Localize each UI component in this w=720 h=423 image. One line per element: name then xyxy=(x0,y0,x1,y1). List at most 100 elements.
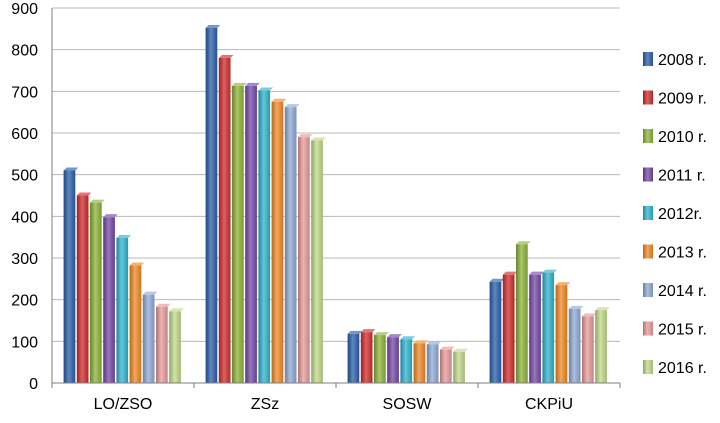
y-tick-label: 0 xyxy=(29,376,38,393)
bar xyxy=(284,107,297,384)
bar xyxy=(426,344,439,383)
bar-top xyxy=(568,305,584,309)
bar xyxy=(440,349,452,383)
bar xyxy=(516,244,528,383)
bar-top xyxy=(245,82,260,86)
legend-label: 2010 r. xyxy=(658,129,707,146)
bar-top xyxy=(347,330,363,334)
bar-top xyxy=(156,303,171,307)
bar-top xyxy=(205,25,221,28)
bar xyxy=(413,343,426,383)
legend-swatch xyxy=(643,283,653,297)
bar-top xyxy=(542,269,558,273)
bar xyxy=(387,337,399,383)
bar-top xyxy=(595,307,610,311)
bar xyxy=(142,294,155,383)
y-tick-label: 300 xyxy=(11,251,38,268)
bar-top xyxy=(582,313,597,317)
bar-top xyxy=(258,87,274,91)
bar xyxy=(245,85,257,384)
bar xyxy=(453,351,465,383)
bar xyxy=(271,101,284,383)
bar xyxy=(258,90,271,383)
x-tick-label: CKPiU xyxy=(525,396,573,413)
bar xyxy=(90,202,102,383)
legend-label: 2009 r. xyxy=(658,91,707,108)
legend-label: 2013 r. xyxy=(658,245,707,262)
bar-top xyxy=(90,199,105,203)
y-tick-label: 500 xyxy=(11,168,38,185)
bar xyxy=(103,217,115,383)
legend-label: 2016 r. xyxy=(658,360,707,377)
bar-top xyxy=(232,82,247,86)
y-tick-label: 600 xyxy=(11,126,38,143)
bar-top xyxy=(129,262,145,266)
x-tick-label: SOSW xyxy=(383,396,433,413)
bar-top xyxy=(387,334,402,338)
bar-top xyxy=(103,214,118,218)
bar xyxy=(218,58,231,383)
bar-top xyxy=(529,271,544,275)
y-tick-label: 200 xyxy=(11,293,38,310)
bar-top xyxy=(555,282,571,286)
bar-top xyxy=(374,332,389,336)
bar-top xyxy=(502,271,518,275)
bar xyxy=(232,85,244,384)
bar-top xyxy=(453,348,468,352)
bar xyxy=(542,272,555,383)
legend-swatch xyxy=(643,129,653,143)
bar-top xyxy=(311,137,326,141)
bar-top xyxy=(284,104,300,108)
bar xyxy=(582,316,594,383)
bar xyxy=(529,274,541,383)
bars xyxy=(63,25,610,384)
legend-swatch xyxy=(643,206,653,220)
bar-top xyxy=(298,134,313,138)
legend-swatch xyxy=(643,52,653,66)
bar-top xyxy=(426,341,442,345)
bar xyxy=(205,28,218,383)
bar xyxy=(76,195,89,383)
bar xyxy=(360,332,373,383)
axes: 0 100 200 300 400 500 600 700 800 900 LO/ZSO ZSz SOS… xyxy=(11,1,621,413)
bar-top xyxy=(169,308,184,312)
bar xyxy=(311,140,323,383)
bar-top xyxy=(271,98,287,102)
bar-top xyxy=(440,346,455,350)
legend-label: 2014 r. xyxy=(658,283,707,300)
bar xyxy=(489,281,502,383)
bar xyxy=(555,285,568,383)
legend-label: 2011 r. xyxy=(658,168,706,185)
bar xyxy=(169,311,181,383)
y-tick-label: 800 xyxy=(11,43,38,60)
legend-swatch xyxy=(643,244,653,259)
bar xyxy=(298,137,310,383)
bar xyxy=(116,238,129,383)
legend-label: 2015 r. xyxy=(658,322,707,339)
legend-swatch xyxy=(643,360,653,374)
bar xyxy=(129,265,142,383)
legend-label: 2012r. xyxy=(658,206,702,223)
bar xyxy=(502,274,515,383)
bar-top xyxy=(489,278,505,282)
bar-top xyxy=(360,329,376,333)
bar xyxy=(374,335,386,383)
legend-swatch xyxy=(643,321,653,336)
y-tick-label: 900 xyxy=(11,1,38,18)
x-tick-label: ZSz xyxy=(251,396,279,413)
y-tick-label: 400 xyxy=(11,209,38,226)
bar-top xyxy=(516,241,531,245)
bar xyxy=(156,306,168,383)
bar xyxy=(595,310,607,383)
bar xyxy=(568,308,581,383)
bar-top xyxy=(413,340,429,344)
bar xyxy=(63,170,76,383)
bar-top xyxy=(76,192,92,196)
bar-top xyxy=(142,291,158,295)
bar-top xyxy=(218,55,234,58)
legend-swatch xyxy=(643,167,653,182)
bar xyxy=(400,339,413,383)
bar xyxy=(347,333,360,383)
